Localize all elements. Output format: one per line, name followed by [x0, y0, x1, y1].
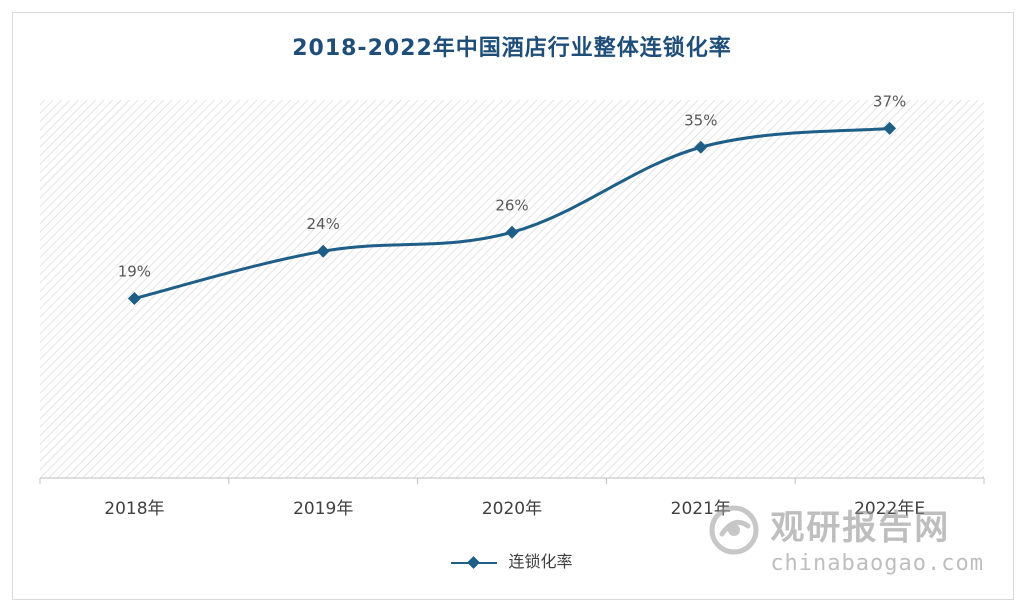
x-tick-label: 2019年	[293, 499, 353, 519]
chinabaogao-logo-icon	[709, 505, 759, 555]
data-point-marker	[883, 121, 897, 135]
chart-title: 2018-2022年中国酒店行业整体连锁化率	[292, 36, 732, 61]
watermark: 观研报告网 chinabaogao.com	[709, 500, 984, 576]
data-label: 35%	[684, 111, 717, 129]
watermark-cn: 观研报告网	[770, 508, 951, 548]
x-tick-label: 2018年	[104, 499, 164, 519]
data-label: 37%	[873, 92, 906, 110]
x-tick-label: 2020年	[482, 499, 542, 519]
data-label: 19%	[118, 262, 151, 280]
data-point-marker	[316, 244, 330, 258]
data-point-marker	[127, 291, 141, 305]
x-tick-label: 2022年E	[854, 499, 925, 519]
legend: 连锁化率	[0, 548, 1024, 572]
legend-label: 连锁化率	[508, 552, 573, 571]
plot-area	[40, 100, 984, 478]
data-point-marker	[694, 140, 708, 154]
diamond-marker-icon	[467, 555, 481, 569]
watermark-en: chinabaogao.com	[770, 551, 984, 576]
data-label: 26%	[495, 196, 528, 214]
data-label: 24%	[307, 215, 340, 233]
data-point-marker	[505, 225, 519, 239]
legend-swatch	[451, 555, 498, 570]
